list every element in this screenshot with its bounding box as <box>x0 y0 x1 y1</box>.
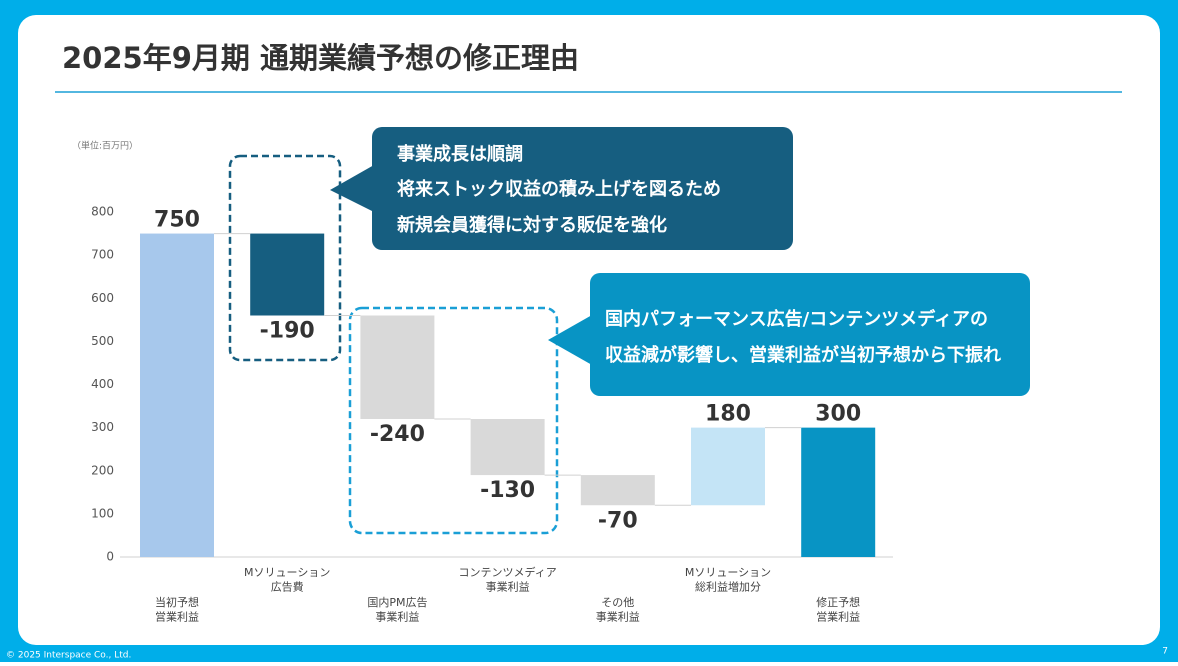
y-tick-label: 300 <box>91 420 114 434</box>
x-tick-label: コンテンツメディア <box>458 565 556 579</box>
value-label: -70 <box>598 508 638 533</box>
x-tick-label: 総利益増加分 <box>695 580 761 594</box>
y-tick-label: 0 <box>106 550 114 564</box>
x-tick-label: 事業利益 <box>375 610 419 624</box>
x-tick-label: 営業利益 <box>155 610 199 624</box>
copyright: © 2025 Interspace Co., Ltd. <box>6 651 131 661</box>
bar <box>580 475 655 506</box>
value-label: -130 <box>480 478 535 503</box>
callout <box>590 273 1030 396</box>
x-tick-label: その他 <box>601 596 634 609</box>
bar <box>691 427 765 506</box>
callout-text: 将来ストック収益の積み上げを図るため <box>397 178 721 200</box>
y-tick-label: 100 <box>91 506 114 520</box>
y-tick-label: 400 <box>91 377 114 391</box>
x-tick-label: 修正予想 <box>816 595 860 609</box>
bar <box>250 233 325 316</box>
y-tick-label: 600 <box>91 291 114 305</box>
callout-text: 国内パフォーマンス広告/コンテンツメディアの <box>605 308 988 330</box>
y-tick-label: 200 <box>91 463 114 477</box>
value-label: -240 <box>370 422 425 447</box>
x-tick-label: 当初予想 <box>155 595 199 609</box>
callout-text: 新規会員獲得に対する販促を強化 <box>397 214 667 236</box>
callout-text: 事業成長は順調 <box>397 143 523 165</box>
bar <box>140 233 214 557</box>
value-label: 180 <box>705 402 751 427</box>
highlight-box <box>228 154 342 362</box>
x-tick-label: Mソリューション <box>685 566 771 579</box>
callout <box>372 127 793 250</box>
value-label: 300 <box>815 402 861 427</box>
callout-text: 収益減が影響し、営業利益が当初予想から下振れ <box>605 344 1001 366</box>
callout-pointer <box>548 315 592 365</box>
x-tick-label: 国内PM広告 <box>367 595 427 609</box>
y-tick-label: 800 <box>91 205 114 219</box>
x-tick-label: 事業利益 <box>486 580 530 594</box>
bar <box>470 419 545 476</box>
chart-title: 2025年9月期 通期業績予想の修正理由 <box>62 41 579 75</box>
value-label: -190 <box>260 319 315 344</box>
callout-pointer <box>330 165 374 212</box>
highlight-box <box>348 306 559 535</box>
value-label: 750 <box>154 208 200 233</box>
y-tick-label: 700 <box>91 248 114 262</box>
page-number: 7 <box>1162 647 1168 657</box>
bar <box>360 315 435 419</box>
x-tick-label: 広告費 <box>271 580 304 594</box>
bar <box>801 427 876 557</box>
y-tick-label: 500 <box>91 334 114 348</box>
x-tick-label: 事業利益 <box>596 610 640 624</box>
x-tick-label: Mソリューション <box>244 566 330 579</box>
x-tick-label: 営業利益 <box>816 610 860 624</box>
unit-label: （単位:百万円） <box>72 140 138 152</box>
